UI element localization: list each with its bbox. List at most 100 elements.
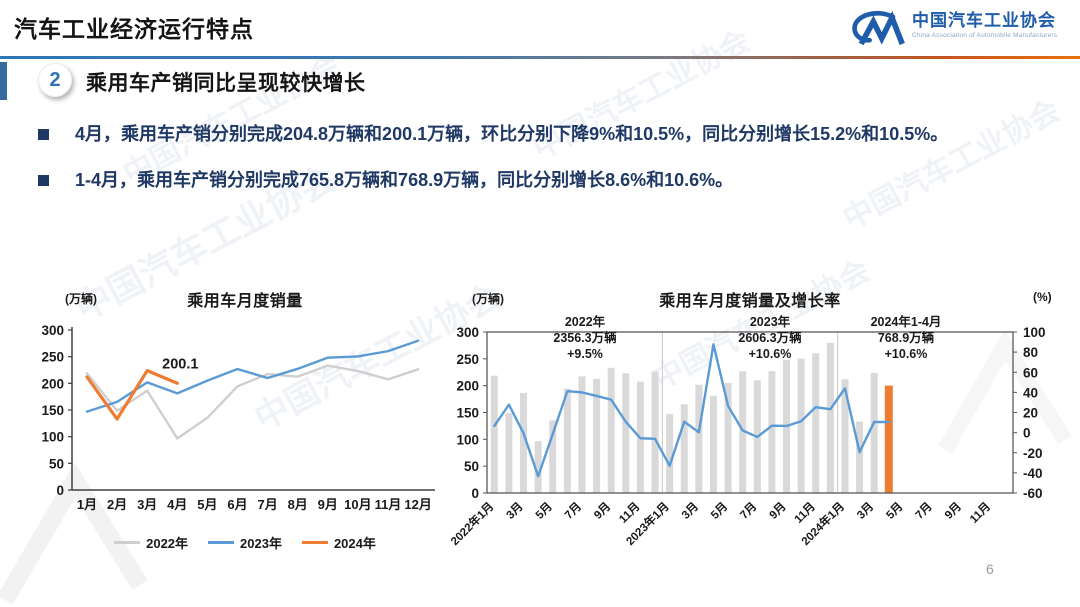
bullet-text: 1-4月，乘用车产销分别完成765.8万辆和768.9万辆，同比分别增长8.6%… [75, 170, 734, 190]
svg-text:0: 0 [1023, 426, 1031, 441]
chart-sales-and-growth: 0 50 100 150 200 250 300 -60 -40 -20 0 20 40 60 80 100 2… [450, 283, 1080, 605]
chart-legend: 2022年 2023年 2024年 [65, 533, 425, 552]
list-item: 1-4月，乘用车产销分别完成765.8万辆和768.9万辆，同比分别增长8.6%… [38, 165, 1042, 196]
svg-text:60: 60 [1023, 365, 1038, 380]
svg-text:3月: 3月 [137, 497, 157, 512]
logo-org-name-en: China Association of Automobile Manufact… [912, 32, 1058, 39]
svg-text:1月: 1月 [77, 497, 97, 512]
chart-title: 乘用车月度销量及增长率 [659, 293, 841, 310]
svg-text:-20: -20 [1023, 446, 1043, 461]
svg-text:2022年1月: 2022年1月 [450, 499, 496, 548]
legend-item-2023: 2023年 [208, 533, 282, 552]
svg-text:300: 300 [456, 325, 479, 340]
svg-text:4月: 4月 [167, 497, 187, 512]
legend-item-2022: 2022年 [114, 533, 188, 552]
section-accent-bar [0, 62, 7, 100]
annotation-line: 2023年 [749, 315, 791, 329]
svg-text:300: 300 [41, 323, 64, 338]
svg-text:6月: 6月 [227, 497, 247, 512]
svg-text:7月: 7月 [257, 497, 277, 512]
svg-text:250: 250 [456, 352, 479, 367]
svg-text:2月: 2月 [107, 497, 127, 512]
annotation-line: +9.5% [567, 347, 603, 361]
chart-monthly-sales: 0 50 100 150 200 250 300 1月 2月 3月 4月 5月 6月 7月 8月 9月 10月 1… [35, 283, 450, 583]
svg-text:200: 200 [41, 376, 64, 391]
svg-text:100: 100 [41, 430, 64, 445]
legend-label: 2022年 [146, 536, 189, 551]
section-number-badge: 2 [38, 63, 72, 97]
svg-text:11月: 11月 [792, 500, 818, 526]
svg-text:50: 50 [464, 459, 479, 474]
legend-label: 2023年 [240, 536, 282, 551]
annotation-line: +10.6% [884, 347, 928, 361]
annotation-line: +10.6% [748, 347, 792, 361]
annotation-line: 2606.3万辆 [738, 331, 802, 345]
svg-text:8月: 8月 [288, 497, 308, 512]
svg-text:20: 20 [1023, 406, 1038, 421]
annotation-line: 2022年 [564, 315, 606, 329]
svg-text:150: 150 [456, 406, 479, 421]
svg-text:-60: -60 [1023, 486, 1043, 501]
legend-item-2024: 2024年 [301, 533, 376, 552]
bullet-square-icon [38, 175, 49, 186]
svg-text:0: 0 [471, 486, 479, 501]
svg-text:9月: 9月 [942, 500, 964, 522]
logo-org-name-cn: 中国汽车工业协会 [912, 11, 1056, 30]
svg-text:100: 100 [456, 432, 479, 447]
svg-text:150: 150 [41, 403, 64, 418]
svg-text:9月: 9月 [318, 497, 338, 512]
svg-text:200: 200 [456, 379, 479, 394]
svg-text:5月: 5月 [708, 500, 730, 522]
svg-text:3月: 3月 [679, 500, 701, 522]
caam-logo-mark-icon [852, 10, 905, 46]
svg-text:7月: 7月 [562, 500, 584, 522]
annotation-2022: 2022年 2356.3万辆 +9.5% [525, 314, 645, 362]
svg-text:12月: 12月 [404, 497, 431, 512]
svg-text:9月: 9月 [767, 500, 789, 522]
svg-text:3月: 3月 [504, 500, 526, 522]
annotation-line: 2024年1-4月 [870, 315, 942, 329]
svg-text:9月: 9月 [591, 500, 613, 522]
chart-monthly-sales-plot: 0 50 100 150 200 250 300 1月 2月 3月 4月 5月 6月 7月 8月 9月 10月 1… [41, 323, 435, 512]
bullet-text: 4月，乘用车产销分别完成204.8万辆和200.1万辆，环比分别下降9%和10.… [75, 124, 949, 144]
legend-swatch-2024 [301, 541, 328, 544]
chart-title: 乘用车月度销量 [187, 293, 303, 310]
svg-text:50: 50 [49, 456, 64, 471]
svg-text:5月: 5月 [884, 500, 906, 522]
svg-text:11月: 11月 [617, 500, 643, 526]
svg-text:100: 100 [1023, 325, 1046, 340]
annotation-2023: 2023年 2606.3万辆 +10.6% [710, 314, 830, 362]
svg-text:7月: 7月 [738, 500, 760, 522]
bullet-square-icon [38, 129, 49, 140]
svg-text:5月: 5月 [197, 497, 217, 512]
header-divider [0, 56, 1080, 59]
svg-text:80: 80 [1023, 345, 1038, 360]
svg-text:11月: 11月 [967, 500, 993, 526]
section-heading: 乘用车产销同比呈现较快增长 [86, 72, 366, 95]
annotation-line: 768.9万辆 [877, 331, 935, 345]
legend-label: 2024年 [333, 536, 376, 551]
svg-text:3月: 3月 [854, 500, 876, 522]
chart-sales-and-growth-plot: 0 50 100 150 200 250 300 -60 -40 -20 0 20 40 60 80 100 2… [450, 325, 1046, 548]
caam-logo: 中国汽车工业协会 China Association of Automobile… [850, 10, 1057, 48]
annotation-2024: 2024年1-4月 768.9万辆 +10.6% [840, 314, 972, 362]
svg-text:250: 250 [41, 350, 64, 365]
legend-swatch-2023 [208, 541, 235, 544]
svg-text:200.1: 200.1 [162, 356, 198, 372]
bullet-list: 4月，乘用车产销分别完成204.8万辆和200.1万辆，环比分别下降9%和10.… [38, 119, 1042, 211]
svg-text:40: 40 [1023, 385, 1038, 400]
svg-text:11月: 11月 [375, 497, 402, 512]
page-title: 汽车工业经济运行特点 [14, 16, 254, 42]
page-number: 6 [986, 561, 994, 577]
svg-text:10月: 10月 [344, 497, 371, 512]
list-item: 4月，乘用车产销分别完成204.8万辆和200.1万辆，环比分别下降9%和10.… [38, 119, 1042, 150]
axis-unit-label: (万辆) [65, 292, 97, 306]
annotation-line: 2356.3万辆 [553, 331, 617, 345]
right-axis-unit-label: (%) [1033, 290, 1052, 304]
svg-text:7月: 7月 [913, 500, 935, 522]
legend-swatch-2022 [114, 541, 141, 544]
svg-text:-40: -40 [1023, 466, 1043, 481]
svg-text:5月: 5月 [533, 500, 555, 522]
left-axis-unit-label: (万辆) [472, 292, 504, 306]
